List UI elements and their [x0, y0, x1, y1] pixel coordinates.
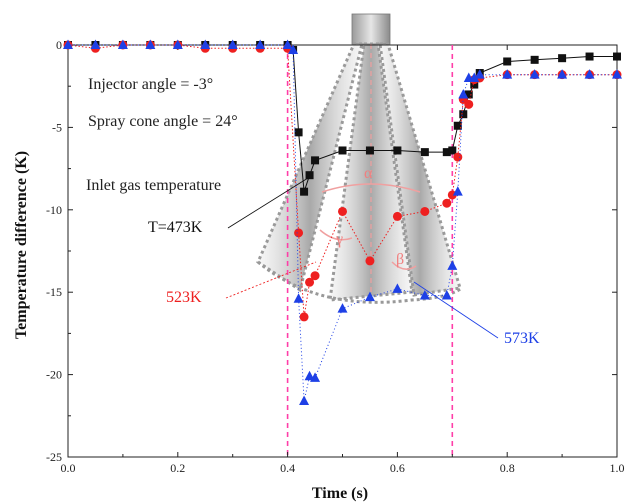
- alpha-arc: [321, 183, 421, 193]
- data-point-2: [474, 69, 485, 79]
- annotation-573k: 573K: [504, 330, 540, 347]
- data-point-0: [311, 156, 320, 165]
- data-point-2: [584, 69, 595, 79]
- data-point-2: [145, 39, 156, 49]
- data-point-2: [364, 291, 375, 302]
- data-point-0: [558, 54, 567, 63]
- x-tick-label: 1.0: [610, 461, 625, 475]
- y-tick-label: -5: [52, 120, 62, 134]
- data-point-1: [442, 198, 452, 208]
- y-tick-label: -10: [46, 203, 62, 217]
- data-point-2: [469, 72, 480, 82]
- data-point-2: [304, 370, 315, 381]
- annotation-473k: T=473K: [148, 219, 203, 236]
- data-point-2: [90, 39, 101, 49]
- data-point-2: [200, 39, 211, 49]
- data-point-0: [585, 52, 594, 61]
- data-point-2: [117, 39, 128, 49]
- spray-plume-right: [378, 42, 462, 297]
- y-tick-label: -15: [46, 285, 62, 299]
- data-point-0: [338, 146, 347, 155]
- beta-symbol-icon: β: [396, 251, 404, 268]
- data-point-0: [365, 146, 374, 155]
- data-point-0: [459, 110, 468, 119]
- gamma-symbol-icon: γ: [335, 231, 343, 248]
- data-point-2: [557, 69, 568, 79]
- data-point-1: [365, 256, 375, 266]
- data-point-0: [448, 146, 457, 155]
- data-point-1: [420, 206, 430, 216]
- data-point-0: [393, 146, 402, 155]
- injector-nozzle-icon: [351, 13, 391, 45]
- annotation-injector-angle: Injector angle = -3°: [88, 76, 213, 93]
- gamma-arc: [319, 229, 353, 241]
- data-point-2: [255, 39, 266, 49]
- y-tick-label: -25: [46, 450, 62, 464]
- data-point-2: [293, 293, 304, 303]
- alpha-symbol-icon: α: [364, 165, 373, 182]
- data-point-2: [299, 395, 310, 405]
- data-point-1: [392, 211, 402, 221]
- data-point-2: [310, 372, 321, 382]
- x-tick-label: 0.8: [500, 461, 515, 475]
- data-point-1: [338, 206, 347, 216]
- data-point-2: [529, 69, 540, 79]
- data-point-0: [442, 148, 451, 157]
- spray-illustration: α γ β: [256, 13, 463, 304]
- series-line-0: [68, 44, 617, 192]
- x-axis-title: Time (s): [312, 485, 368, 502]
- leader-473k: [227, 177, 309, 229]
- data-point-1: [453, 152, 463, 162]
- data-point-0: [294, 128, 303, 137]
- data-point-0: [503, 57, 512, 66]
- data-point-2: [282, 39, 293, 49]
- x-tick-label: 0.0: [61, 461, 76, 475]
- data-point-2: [502, 69, 513, 79]
- data-point-2: [337, 303, 348, 313]
- data-point-2: [447, 260, 458, 270]
- x-tick-label: 0.4: [280, 461, 295, 475]
- data-point-1: [299, 312, 309, 322]
- data-point-0: [300, 187, 309, 196]
- plot-area: 0.0 0.2 0.4 0.6 0.8 1.0 0 -5 -10 -15 -20 -25: [46, 38, 625, 475]
- data-point-0: [305, 171, 314, 180]
- data-point-1: [294, 228, 304, 238]
- data-point-2: [288, 44, 299, 54]
- data-point-2: [612, 69, 622, 79]
- x-tick-label: 0.6: [390, 461, 405, 475]
- beta-arc: [391, 261, 417, 270]
- data-point-0: [420, 148, 429, 157]
- data-point-2: [392, 283, 403, 293]
- data-point-2: [63, 39, 73, 49]
- data-point-2: [458, 88, 469, 99]
- data-point-2: [441, 289, 452, 300]
- y-axis-title: Temperature difference (K): [13, 151, 30, 339]
- data-point-0: [470, 80, 479, 89]
- data-point-2: [452, 186, 463, 196]
- data-point-2: [227, 39, 238, 49]
- annotation-523k: 523K: [166, 289, 202, 306]
- data-point-2: [419, 289, 430, 300]
- data-point-2: [172, 39, 183, 49]
- data-point-0: [453, 121, 462, 130]
- y-tick-label: -20: [46, 368, 62, 382]
- leader-573k: [413, 281, 499, 339]
- x-tick-label: 0.2: [170, 461, 185, 475]
- data-point-1: [464, 99, 474, 109]
- leader-523k: [225, 261, 317, 299]
- annotation-cone-angle: Spray cone angle = 24°: [88, 113, 238, 130]
- data-point-0: [464, 90, 473, 99]
- annotation-inlet-gas: Inlet gas temperature: [86, 177, 221, 194]
- data-point-1: [305, 277, 315, 287]
- data-point-0: [613, 52, 621, 61]
- data-point-1: [310, 271, 320, 281]
- y-tick-label: 0: [56, 38, 62, 52]
- data-point-0: [530, 55, 539, 64]
